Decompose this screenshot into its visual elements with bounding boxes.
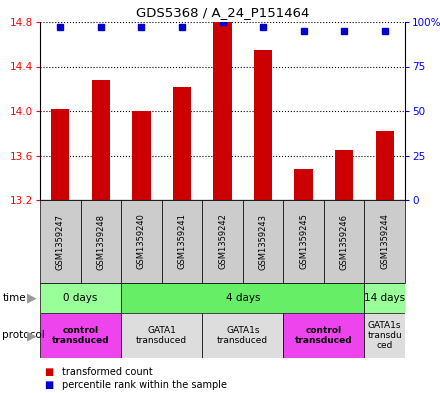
FancyBboxPatch shape <box>40 200 81 283</box>
FancyBboxPatch shape <box>243 200 283 283</box>
Text: 14 days: 14 days <box>364 293 405 303</box>
FancyBboxPatch shape <box>324 200 364 283</box>
Text: GSM1359246: GSM1359246 <box>340 213 348 270</box>
Text: 4 days: 4 days <box>226 293 260 303</box>
Bar <box>173 86 191 200</box>
Bar <box>335 150 353 200</box>
FancyBboxPatch shape <box>121 313 202 358</box>
Bar <box>213 22 231 200</box>
Bar <box>132 111 150 200</box>
FancyBboxPatch shape <box>202 200 243 283</box>
Text: ▶: ▶ <box>27 292 37 305</box>
Text: GSM1359248: GSM1359248 <box>96 213 105 270</box>
Text: transformed count: transformed count <box>62 367 153 377</box>
FancyBboxPatch shape <box>40 313 121 358</box>
FancyBboxPatch shape <box>364 283 405 313</box>
Bar <box>294 169 313 200</box>
FancyBboxPatch shape <box>40 283 121 313</box>
Text: ■: ■ <box>44 367 54 377</box>
Text: GSM1359243: GSM1359243 <box>259 213 268 270</box>
Text: GSM1359242: GSM1359242 <box>218 213 227 270</box>
Text: protocol: protocol <box>2 331 45 340</box>
Text: 0 days: 0 days <box>63 293 98 303</box>
Text: GSM1359241: GSM1359241 <box>177 213 187 270</box>
FancyBboxPatch shape <box>121 283 364 313</box>
Text: GATA1s
transdu
ced: GATA1s transdu ced <box>367 321 402 351</box>
Bar <box>376 131 394 200</box>
Text: GSM1359244: GSM1359244 <box>380 213 389 270</box>
Text: percentile rank within the sample: percentile rank within the sample <box>62 380 227 390</box>
Bar <box>254 50 272 200</box>
FancyBboxPatch shape <box>202 313 283 358</box>
Text: GSM1359247: GSM1359247 <box>56 213 65 270</box>
Bar <box>92 80 110 200</box>
FancyBboxPatch shape <box>161 200 202 283</box>
Bar <box>51 109 70 200</box>
FancyBboxPatch shape <box>121 200 161 283</box>
Text: GSM1359240: GSM1359240 <box>137 213 146 270</box>
Text: GSM1359245: GSM1359245 <box>299 213 308 270</box>
Text: time: time <box>2 293 26 303</box>
FancyBboxPatch shape <box>81 200 121 283</box>
Text: control
transduced: control transduced <box>295 326 353 345</box>
Text: ■: ■ <box>44 380 54 390</box>
Text: control
transduced: control transduced <box>52 326 110 345</box>
FancyBboxPatch shape <box>283 200 324 283</box>
FancyBboxPatch shape <box>364 200 405 283</box>
Text: ▶: ▶ <box>27 329 37 342</box>
FancyBboxPatch shape <box>283 313 364 358</box>
FancyBboxPatch shape <box>364 313 405 358</box>
Title: GDS5368 / A_24_P151464: GDS5368 / A_24_P151464 <box>136 6 309 19</box>
Text: GATA1
transduced: GATA1 transduced <box>136 326 187 345</box>
Text: GATA1s
transduced: GATA1s transduced <box>217 326 268 345</box>
